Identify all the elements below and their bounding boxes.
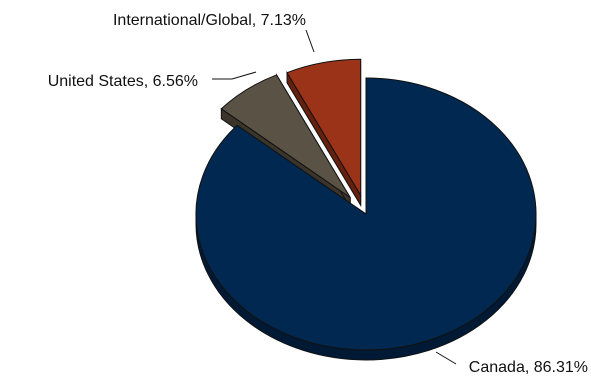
- pie-slice: [286, 58, 362, 198]
- slice-label: International/Global, 7.13%: [113, 12, 306, 29]
- leader-line: [305, 29, 315, 53]
- pie-slice: [195, 77, 537, 351]
- slice-label: United States, 6.56%: [48, 73, 198, 90]
- slice-label: Canada, 86.31%: [469, 359, 588, 376]
- leader-line: [435, 351, 457, 365]
- pie-slice: [220, 74, 351, 198]
- leader-line: [212, 71, 257, 80]
